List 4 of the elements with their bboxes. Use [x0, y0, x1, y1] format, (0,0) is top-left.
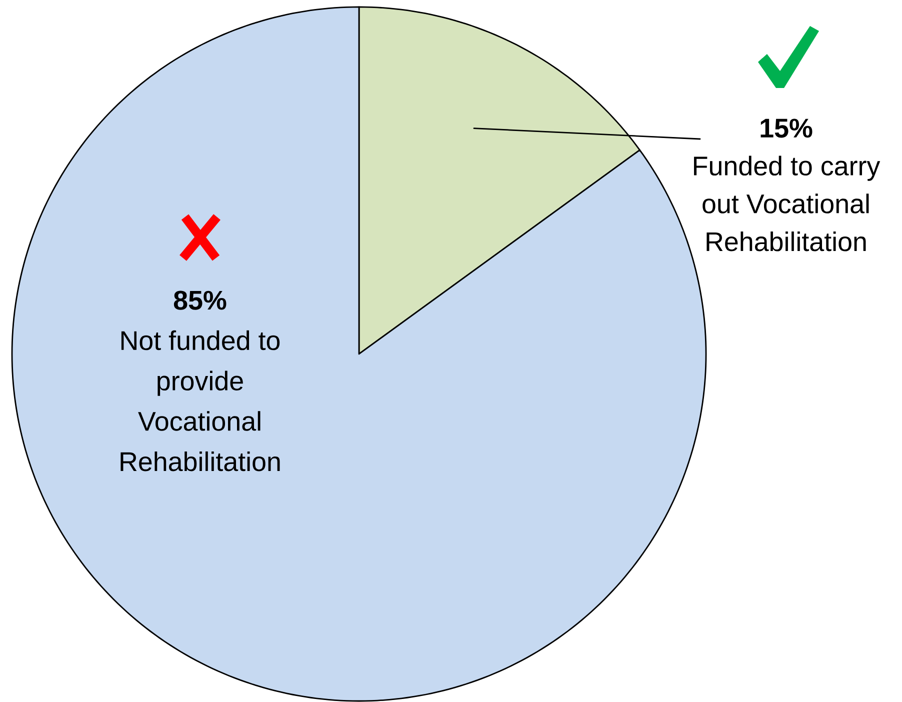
- data-label: 85%: [174, 290, 226, 310]
- slice-label: Funded to carry out Vocational Rehabilitation: [694, 156, 880, 252]
- data-label: 15%: [760, 118, 812, 138]
- slice-label: Not funded to provide Vocational Rehabilitation: [120, 330, 280, 472]
